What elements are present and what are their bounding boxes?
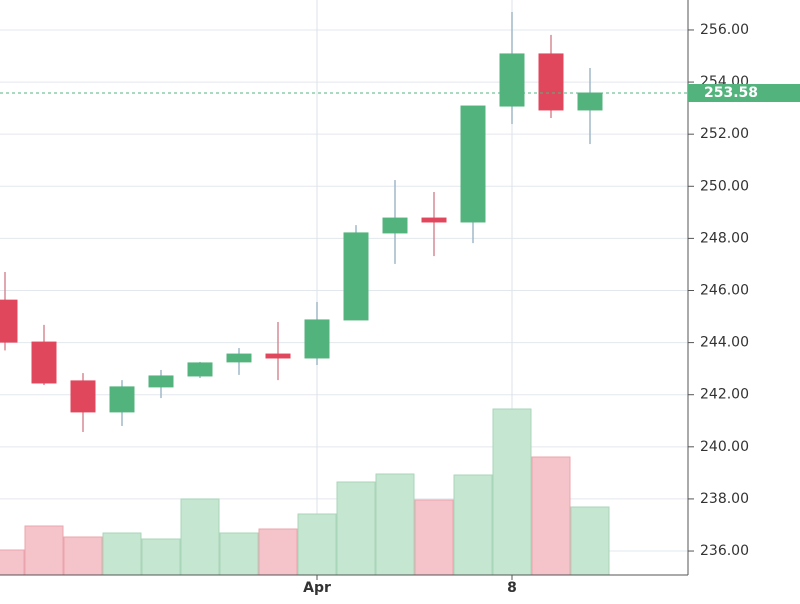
volume-bar <box>492 408 532 576</box>
candle-body <box>421 217 447 223</box>
candle-body <box>460 105 486 223</box>
y-tick-label: 252.00 <box>700 126 749 142</box>
y-tick-label: 246.00 <box>700 282 749 298</box>
candle-body <box>109 386 135 413</box>
volume-bar <box>453 474 493 576</box>
volume-bar <box>414 499 454 576</box>
y-tick-label: 240.00 <box>700 439 749 455</box>
last-price-label: 253.58 <box>704 85 758 101</box>
y-tick-label: 244.00 <box>700 335 749 351</box>
y-tick-label: 256.00 <box>700 22 749 38</box>
volume-bar <box>180 498 220 576</box>
candle-body <box>148 375 174 388</box>
candle-body <box>265 353 291 359</box>
last-price-box <box>688 84 800 103</box>
candle-body <box>70 380 96 413</box>
volume-bar <box>0 549 25 576</box>
candle-body <box>226 353 252 363</box>
x-tick-label: Apr <box>303 580 331 596</box>
volume-bar <box>63 536 103 576</box>
y-tick-label: 236.00 <box>700 543 749 559</box>
volume-bar <box>570 506 610 576</box>
candle-body <box>343 232 369 321</box>
y-tick-label: 242.00 <box>700 387 749 403</box>
volume-bar <box>297 513 337 576</box>
volume-bar <box>24 525 64 576</box>
candle-body <box>499 53 525 107</box>
volume-bar <box>375 473 415 576</box>
volume-bar <box>141 538 181 576</box>
y-tick-label: 238.00 <box>700 491 749 507</box>
candle-body <box>31 341 57 384</box>
candle-body <box>382 217 408 234</box>
candle-body <box>187 362 213 377</box>
y-tick-label: 248.00 <box>700 230 749 246</box>
candle-body <box>0 299 18 343</box>
volume-bar <box>258 528 298 576</box>
candle-body <box>304 319 330 359</box>
candle-body <box>538 53 564 111</box>
volume-bar <box>219 532 259 576</box>
volume-bar <box>531 456 571 576</box>
candle-body <box>577 92 603 111</box>
x-tick-label: 8 <box>507 580 517 596</box>
y-tick-label: 250.00 <box>700 178 749 194</box>
volume-bar <box>102 532 142 576</box>
volume-bar <box>336 481 376 576</box>
